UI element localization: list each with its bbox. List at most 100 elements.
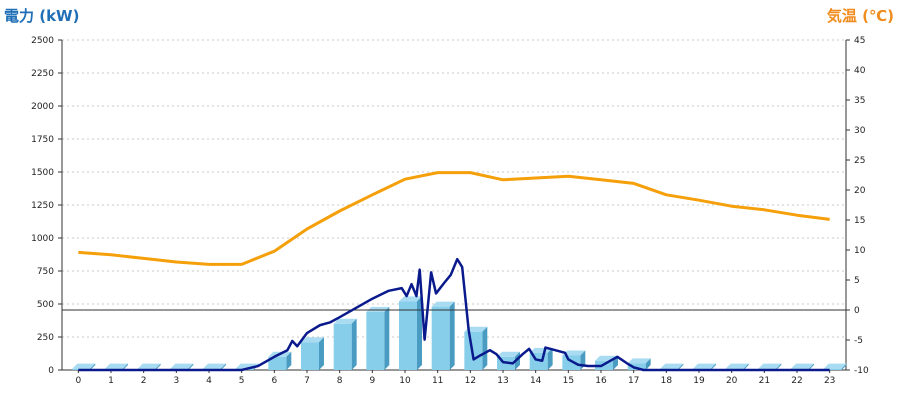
bar-side [449,301,455,370]
bar-side [645,358,651,370]
x-tick-label: 19 [693,376,705,386]
bar-side [808,363,814,370]
bar-side [155,363,161,370]
x-tick-label: 2 [141,376,147,386]
y-right-tick-label: 15 [854,216,865,226]
y-right-tick-label: 25 [854,156,865,166]
y-left-tick-label: 1750 [31,135,54,145]
y-left-tick-label: 2500 [31,36,54,46]
bar-side [678,363,684,370]
bar-top [366,306,390,312]
y-right-tick-label: -10 [854,366,869,376]
bar-top [203,363,226,369]
x-tick-label: 4 [206,376,212,386]
bar-top [791,363,814,369]
bar-top [562,350,586,356]
x-tick-label: 12 [465,376,476,386]
bar-top [823,363,847,369]
power-line [78,257,830,372]
x-tick-label: 17 [628,376,639,386]
x-tick-label: 22 [791,376,802,386]
bar-side [122,363,128,370]
x-tick-label: 6 [271,376,277,386]
bar-side [416,296,422,370]
y-right-tick-label: 45 [854,36,865,46]
bar-top [105,363,128,369]
y-right-tick-label: 35 [854,96,865,106]
x-tick-label: 9 [369,376,375,386]
bar [268,356,287,370]
x-tick-label: 15 [563,376,574,386]
bar-top [660,363,684,369]
x-tick-label: 0 [75,376,81,386]
y-right-tick-label: 20 [854,186,866,196]
bar [301,342,319,370]
x-tick-label: 13 [497,376,508,386]
y-left-tick-label: 2000 [31,102,54,112]
x-tick-label: 1 [108,376,114,386]
x-tick-label: 23 [824,376,835,386]
bar [823,368,842,370]
y-right-tick-label: 40 [854,66,866,76]
x-tick-label: 3 [173,376,179,386]
x-tick-label: 16 [595,376,607,386]
x-tick-label: 18 [661,376,673,386]
bar-top [399,296,422,302]
bar-top [693,363,716,369]
y-left-tick-label: 500 [37,300,54,310]
y-axis-right-title: 気温 (℃) [826,7,894,25]
x-tick-label: 21 [759,376,770,386]
y-left-tick-label: 0 [48,366,54,376]
y-left-tick-label: 750 [37,267,54,277]
bar-top [627,358,651,364]
x-tick-label: 5 [239,376,245,386]
bar [627,363,646,370]
bar [562,355,581,370]
bar-top [301,337,324,343]
bar-side [351,318,357,370]
bar-side [482,326,488,370]
bar-side [547,347,553,370]
y-right-tick-label: 0 [854,306,860,316]
bar-side [776,363,782,370]
y-left-tick-label: 250 [37,333,54,343]
bar-side [710,363,716,370]
bar-top [497,351,520,357]
bar-side [188,363,194,370]
x-tick-label: 10 [399,376,411,386]
bar-top [170,363,194,369]
bar [399,301,417,370]
bar [366,311,385,370]
y-right-tick-label: -5 [854,336,863,346]
bar-top [725,363,749,369]
bar [431,306,450,370]
y-right-tick-label: 10 [854,246,866,256]
x-tick-label: 8 [337,376,343,386]
bar-side [841,363,847,370]
bar-top [137,363,161,369]
x-tick-label: 7 [304,376,310,386]
x-tick-label: 14 [530,376,542,386]
bar-side [743,363,749,370]
temperature-line [78,171,830,266]
bar-side [220,363,226,370]
y-left-tick-label: 1500 [31,168,54,178]
bar-side [90,363,96,370]
y-left-tick-label: 1250 [31,201,54,211]
bar-top [431,301,455,307]
bar-top [758,363,782,369]
y-axis-left-title: 電力 (kW) [4,7,80,25]
bar-top [333,318,357,324]
y-left-tick-label: 2250 [31,69,54,79]
y-right-tick-label: 5 [854,276,860,286]
y-left-tick-label: 1000 [31,234,54,244]
bar-side [612,355,618,370]
y-right-tick-label: 30 [854,126,866,136]
bar-top [464,326,488,332]
bar-side [318,337,324,370]
x-tick-label: 11 [432,376,443,386]
bar [333,323,352,370]
bar-side [286,351,292,370]
bar-top [72,363,96,369]
